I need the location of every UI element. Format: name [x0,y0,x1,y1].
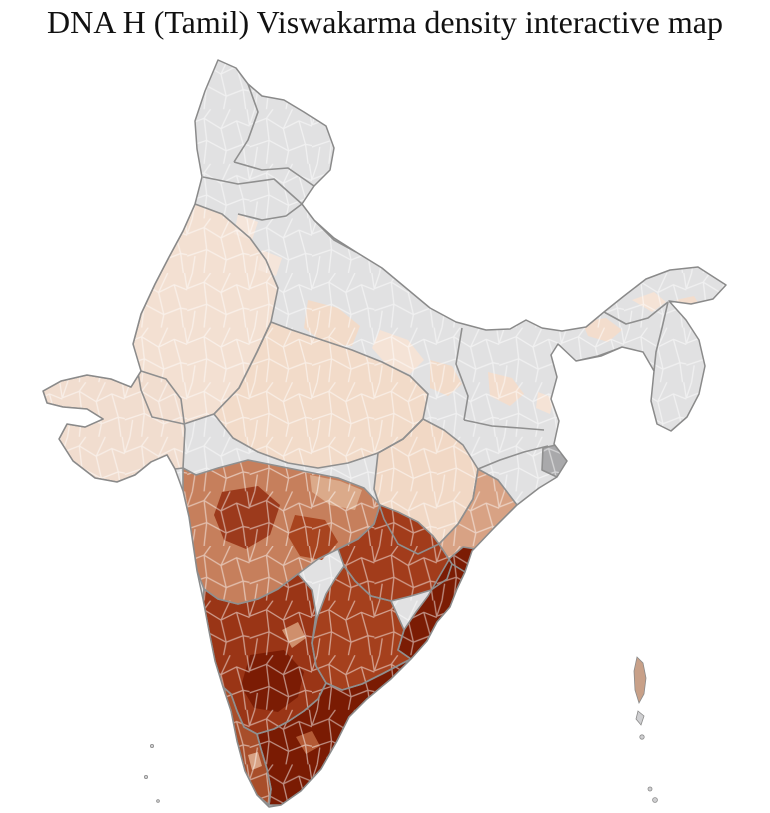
map-region-gujarat[interactable] [43,371,185,482]
island-nicobar-1[interactable] [639,734,645,740]
state-border-line-10 [653,301,669,372]
island-lakshadweep-1[interactable] [149,744,154,749]
state-border-line-8 [603,301,669,325]
state-border-line-3 [233,83,259,163]
island-lakshadweep-2[interactable] [143,775,148,780]
region-border-madhya-pradesh [213,321,429,469]
island-andaman-main[interactable] [633,656,647,705]
island-nicobar-3[interactable] [652,797,658,803]
india-outline [42,59,727,808]
island-nicobar-2[interactable] [647,786,653,792]
page-title: DNA H (Tamil) Viswakarma density interac… [47,4,723,40]
state-border-line-7 [477,445,549,470]
island-andaman-little[interactable] [635,710,645,726]
state-border-line-2 [233,161,315,187]
islands-group [143,656,658,803]
state-border-line-0 [202,176,303,205]
state-border-line-1 [237,203,303,221]
state-border-line-6 [463,419,545,431]
state-border-line-5 [455,327,469,421]
island-lakshadweep-3[interactable] [156,799,160,803]
